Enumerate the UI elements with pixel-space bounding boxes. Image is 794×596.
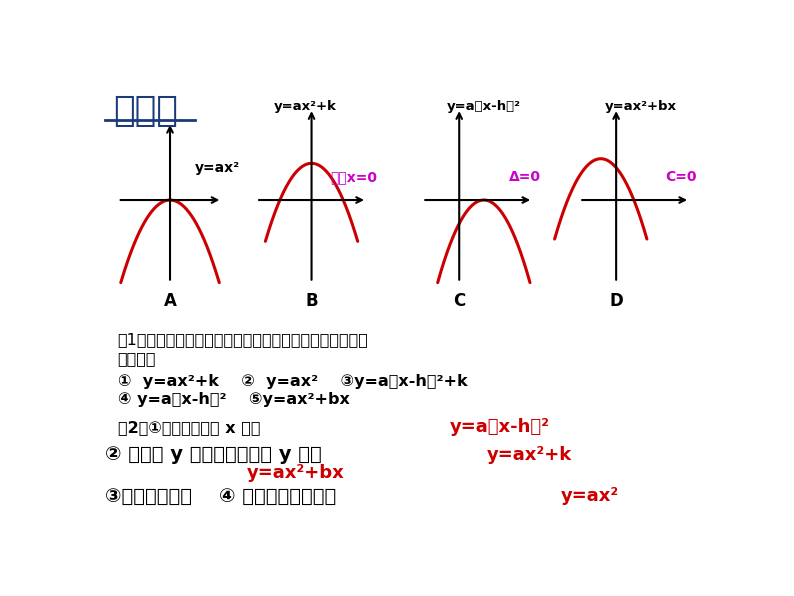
Text: y=ax²: y=ax² — [561, 487, 619, 505]
Text: 解析式？: 解析式？ — [118, 351, 156, 366]
Text: A: A — [164, 292, 176, 310]
Text: B: B — [305, 292, 318, 310]
Text: ② 顶点在 y 轴上（对称轴是 y 轴）: ② 顶点在 y 轴上（对称轴是 y 轴） — [106, 445, 322, 464]
Text: C: C — [453, 292, 465, 310]
Text: y=ax²+k: y=ax²+k — [487, 446, 572, 464]
Text: y=ax²+bx: y=ax²+bx — [247, 464, 345, 482]
Text: （1）你能说出上列的函数的图象对应是下面哪个的函数的: （1）你能说出上列的函数的图象对应是下面哪个的函数的 — [118, 333, 368, 347]
Text: y=ax²+bx: y=ax²+bx — [605, 100, 676, 113]
Text: ④ y=a（x-h）²    ⑤y=ax²+bx: ④ y=a（x-h）² ⑤y=ax²+bx — [118, 392, 349, 407]
Text: y=a（x-h）²: y=a（x-h）² — [447, 100, 521, 113]
Text: 认一认: 认一认 — [113, 95, 178, 129]
Text: D: D — [609, 292, 623, 310]
Text: y=a（x-h）²: y=a（x-h）² — [450, 418, 550, 436]
Text: （2）①抛物线顶点在 x 轴上: （2）①抛物线顶点在 x 轴上 — [118, 420, 260, 434]
Text: y=ax²: y=ax² — [195, 161, 240, 175]
Text: ③图象经过原点    ④ 图象的顶点在原点: ③图象经过原点 ④ 图象的顶点在原点 — [106, 486, 337, 505]
Text: ①  y=ax²+k    ②  y=ax²    ③y=a（x-h）²+k: ① y=ax²+k ② y=ax² ③y=a（x-h）²+k — [118, 374, 468, 389]
Text: 直线x=0: 直线x=0 — [330, 170, 377, 184]
Text: y=ax²+k: y=ax²+k — [274, 100, 337, 113]
Text: C=0: C=0 — [665, 170, 697, 184]
Text: Δ=0: Δ=0 — [508, 170, 541, 184]
